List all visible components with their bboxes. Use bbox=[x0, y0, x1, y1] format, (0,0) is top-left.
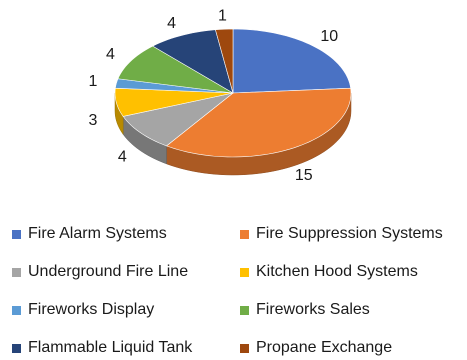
pie-slice-kitchen-hood-systems bbox=[114, 87, 234, 117]
pie-slice-fire-alarm-systems bbox=[232, 28, 352, 94]
legend-label: Fireworks Sales bbox=[256, 301, 370, 318]
legend-swatch bbox=[240, 343, 249, 353]
data-label-underground-fire-line: 4 bbox=[118, 148, 127, 165]
pie-top-faces bbox=[114, 28, 352, 158]
legend-label: Flammable Liquid Tank bbox=[28, 339, 193, 356]
legend-label: Kitchen Hood Systems bbox=[256, 263, 418, 280]
legend-label: Fire Suppression Systems bbox=[256, 225, 443, 242]
data-label-kitchen-hood-systems: 3 bbox=[89, 112, 98, 129]
pie-chart: 10 15 4 3 1 4 4 1 bbox=[89, 8, 352, 184]
legend-item-fireworks-display: Fireworks Display bbox=[12, 300, 154, 320]
legend-swatch bbox=[240, 305, 249, 315]
pie-slice-propane-exchange bbox=[215, 28, 234, 94]
data-label-propane-exchange: 1 bbox=[218, 8, 227, 25]
pie-side-walls bbox=[114, 92, 352, 176]
legend-item-propane-exchange: Propane Exchange bbox=[240, 338, 392, 358]
legend-swatch bbox=[12, 305, 21, 315]
legend-swatch bbox=[240, 229, 249, 239]
data-label-flammable-liquid-tank: 4 bbox=[167, 15, 176, 32]
legend-label: Propane Exchange bbox=[256, 339, 393, 356]
legend-item-kitchen-hood-systems: Kitchen Hood Systems bbox=[240, 262, 418, 282]
pie-slice-fireworks-sales bbox=[117, 45, 234, 94]
data-label-fire-suppression-systems: 15 bbox=[295, 167, 313, 184]
data-label-fireworks-sales: 4 bbox=[106, 46, 115, 63]
data-label-fire-alarm-systems: 10 bbox=[320, 28, 338, 45]
legend-swatch bbox=[12, 229, 21, 239]
legend-label: Fireworks Display bbox=[28, 301, 155, 318]
legend-swatch bbox=[12, 343, 21, 353]
legend-item-fireworks-sales: Fireworks Sales bbox=[240, 300, 370, 320]
legend-swatch bbox=[240, 267, 249, 277]
legend-label: Underground Fire Line bbox=[28, 263, 189, 280]
data-label-fireworks-display: 1 bbox=[89, 73, 98, 90]
pie-slice-underground-fire-line bbox=[122, 92, 234, 147]
pie-slice-fire-suppression-systems bbox=[165, 87, 352, 158]
chart-legend: Fire Alarm Systems Fire Suppression Syste… bbox=[0, 220, 467, 360]
legend-label: Fire Alarm Systems bbox=[28, 225, 167, 242]
legend-item-flammable-liquid-tank: Flammable Liquid Tank bbox=[12, 338, 192, 358]
legend-item-underground-fire-line: Underground Fire Line bbox=[12, 262, 188, 282]
pie-slice-flammable-liquid-tank bbox=[152, 29, 234, 94]
legend-item-fire-suppression-systems: Fire Suppression Systems bbox=[240, 224, 443, 244]
legend-swatch bbox=[12, 267, 21, 277]
legend-item-fire-alarm-systems: Fire Alarm Systems bbox=[12, 224, 167, 244]
